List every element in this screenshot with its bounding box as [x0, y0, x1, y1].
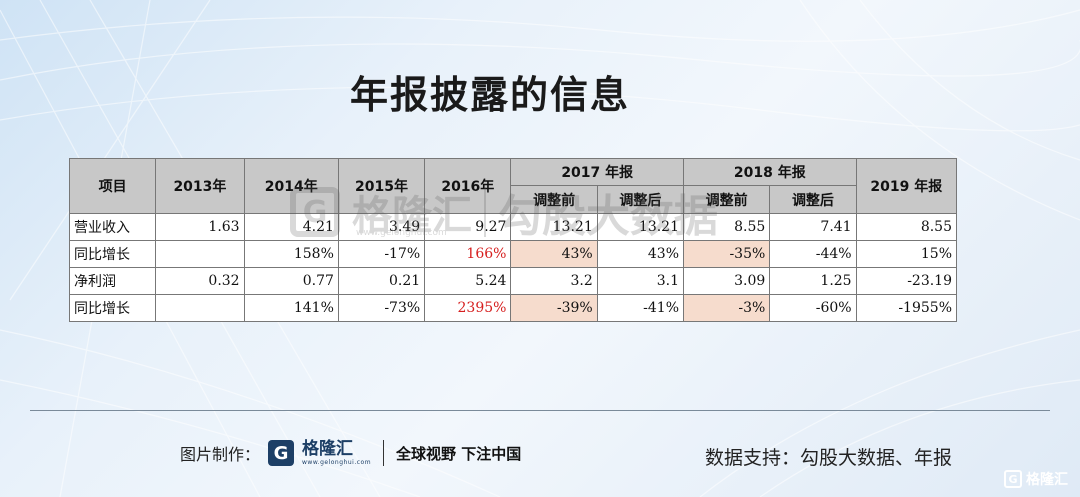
header-2018-before: 调整前 [683, 185, 771, 214]
header-year-2013: 2013年 [155, 158, 245, 214]
header-year-2014: 2014年 [243, 158, 339, 214]
table-cell: 3.1 [596, 267, 685, 295]
header-item: 项目 [68, 158, 157, 214]
footer-credit: 图片制作： G 格隆汇 www.gelonghui.com 全球视野 下注中国 [180, 440, 521, 466]
table-row: 净利润 0.32 0.77 0.21 5.24 3.2 3.1 3.09 1.2… [68, 267, 958, 295]
table-cell [155, 294, 245, 322]
table-cell: 8.55 [683, 213, 771, 241]
header-2017-after: 调整后 [596, 185, 685, 214]
brand-slogan: 全球视野 下注中国 [396, 444, 522, 463]
table-cell: 8.55 [855, 213, 958, 241]
header-2018-report: 2018 年报 [683, 158, 857, 186]
table-cell-highlight: 2395% [424, 294, 512, 322]
header-year-2016: 2016年 [424, 158, 512, 214]
header-2019-report: 2019 年报 [855, 158, 958, 214]
table-cell: 3.49 [337, 213, 426, 241]
table-cell-highlight: 43% [510, 240, 598, 268]
table-cell-highlight: -3% [683, 294, 771, 322]
table-cell [155, 240, 245, 268]
row-label: 净利润 [68, 267, 157, 295]
table-cell: 141% [243, 294, 339, 322]
table-cell: 5.24 [424, 267, 512, 295]
table-cell: 0.32 [155, 267, 245, 295]
table-cell: 13.21 [596, 213, 685, 241]
table-cell: 1.25 [769, 267, 857, 295]
row-label: 同比增长 [68, 294, 157, 322]
financial-table: 项目 2013年 2014年 2015年 2016年 2017 年报 2018 … [68, 158, 958, 322]
brand-name: 格隆汇 [302, 438, 354, 459]
table-cell: -73% [337, 294, 426, 322]
table-cell: -60% [769, 294, 857, 322]
table-cell: 3.09 [683, 267, 771, 295]
brand-logo-icon: G [268, 440, 295, 466]
table-cell: 7.41 [769, 213, 857, 241]
table-row: 同比增长 158% -17% 166% 43% 43% -35% -44% 15… [68, 240, 958, 268]
page-title: 年报披露的信息 [350, 73, 631, 117]
header-year-2015: 2015年 [337, 158, 426, 214]
table-cell-highlight: -39% [510, 294, 598, 322]
brand-logo: 格隆汇 www.gelonghui.com [302, 438, 372, 466]
footer-divider [30, 410, 1050, 411]
corner-watermark: G 格隆汇 [1004, 469, 1068, 489]
row-label: 营业收入 [68, 213, 157, 241]
table-cell: 0.77 [243, 267, 339, 295]
table-cell: 13.21 [510, 213, 598, 241]
header-2017-report: 2017 年报 [510, 158, 685, 186]
row-label: 同比增长 [68, 240, 157, 268]
table-cell-highlight: 166% [424, 240, 512, 268]
table-row: 同比增长 141% -73% 2395% -39% -41% -3% -60% … [68, 294, 958, 322]
footer-separator [383, 440, 385, 466]
table-cell: 15% [855, 240, 958, 268]
table-cell: -23.19 [855, 267, 958, 295]
table-cell: 43% [596, 240, 685, 268]
table-cell: 9.27 [424, 213, 512, 241]
table-cell: 3.2 [510, 267, 598, 295]
corner-logo-icon: G [1004, 470, 1022, 488]
made-by-label: 图片制作： [180, 445, 261, 464]
table-cell: -41% [596, 294, 685, 322]
table-cell-highlight: -35% [683, 240, 771, 268]
table-cell: -17% [337, 240, 426, 268]
header-2017-before: 调整前 [510, 185, 598, 214]
table-row: 营业收入 1.63 4.21 3.49 9.27 13.21 13.21 8.5… [68, 213, 958, 241]
header-2018-after: 调整后 [769, 185, 857, 214]
brand-domain: www.gelonghui.com [302, 458, 372, 466]
corner-logo-text: 格隆汇 [1026, 472, 1068, 488]
table-cell: 4.21 [243, 213, 339, 241]
table-cell: 158% [243, 240, 339, 268]
data-source-note: 数据支持：勾股大数据、年报 [705, 447, 953, 469]
table-cell: 0.21 [337, 267, 426, 295]
table-cell: -1955% [855, 294, 958, 322]
table-cell: -44% [769, 240, 857, 268]
table-cell: 1.63 [155, 213, 245, 241]
